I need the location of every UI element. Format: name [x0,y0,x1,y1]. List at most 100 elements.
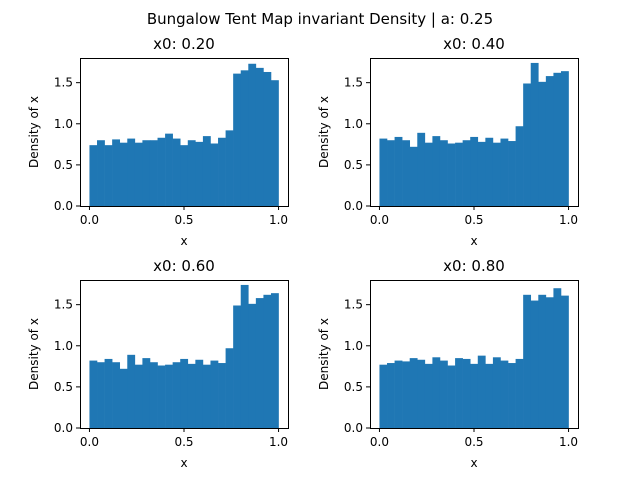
y-tick-label: 1.5 [54,298,73,312]
y-tick-label: 0.0 [54,199,73,213]
histogram-bar [195,359,204,428]
histogram-bar [240,70,249,206]
subplot-title: x0: 0.60 [153,257,215,275]
histogram-bar [508,363,516,428]
histogram-bar [553,288,562,428]
histogram-bar [402,140,411,206]
y-axis-label: Density of x [27,96,41,168]
histogram-bar [225,348,234,428]
histogram-bar [477,355,486,428]
histogram-bar [462,140,471,206]
histogram-bar [218,363,226,428]
x-tick-label: 0.0 [80,435,99,449]
histogram-bar [432,357,441,428]
histogram-bar [225,130,234,206]
histogram-bar [149,140,158,206]
histogram-bars [89,284,279,428]
y-tick-label: 1.0 [344,117,363,131]
histogram-bar [553,72,562,206]
histogram-bar [202,136,211,206]
histogram-bar [157,365,166,428]
histogram-bar [134,142,143,206]
y-axis-label: Density of x [317,96,331,168]
histogram-bar [263,294,272,428]
x-tick-label: 1.0 [559,213,578,227]
histogram-bar [127,354,136,428]
histogram-bar [210,143,219,206]
histogram-bar [210,360,219,428]
histogram-bar [424,363,433,428]
histogram-bar [157,137,166,206]
y-tick-label: 0.0 [344,421,363,435]
histogram-bars [89,63,279,207]
histogram-bar [394,136,403,206]
histogram-bar [492,357,501,428]
histogram-bar [402,361,411,428]
histogram-bar [409,146,418,206]
histogram-bar [515,358,524,428]
histogram-bar [409,358,418,428]
histogram-bar [255,67,264,207]
histogram-bar [432,136,441,206]
histogram-bar [538,294,547,428]
x-tick-label: 0.0 [370,435,389,449]
histogram-bar [104,358,113,428]
subplot-title: x0: 0.80 [443,257,505,275]
x-tick-label: 1.0 [559,435,578,449]
histogram-bar [530,300,539,428]
y-tick-label: 0.5 [54,380,73,394]
x-tick-label: 1.0 [269,435,288,449]
histogram-bar [233,73,242,207]
histogram-bar [165,364,173,428]
histogram-bar [439,360,448,428]
subplot-4: 0.0 0.5 1.0 0.0 0.5 1.0 1.5 x0: 0.80 x Density of… [317,257,579,470]
histogram-bar [485,137,494,206]
histogram-bar [530,62,539,207]
histogram-bar [142,140,151,206]
histogram-bar [165,133,173,206]
y-tick-label: 0.5 [344,380,363,394]
y-tick-label: 1.0 [344,339,363,353]
histogram-bar [379,364,388,428]
y-tick-label: 1.5 [54,76,73,90]
x-tick-label: 0.5 [464,213,483,227]
histogram-bar [119,142,128,206]
histogram-bar [142,358,151,428]
histogram-bar [89,360,98,428]
x-tick-label: 1.0 [269,213,288,227]
y-tick-label: 0.0 [344,199,363,213]
subplot-title: x0: 0.40 [443,35,505,53]
y-tick-label: 0.5 [344,158,363,172]
x-tick-label: 0.5 [174,435,193,449]
histogram-bar [387,363,395,428]
histogram-bar [379,138,388,206]
histogram-bar [248,63,257,207]
histogram-bar [523,83,532,206]
x-axis-label: x [180,456,187,470]
subplot-grid: 0.0 0.5 1.0 0.0 0.5 1.0 1.5 x0: 0.20 x Density of… [27,35,579,470]
histogram-bar [240,284,249,428]
x-tick-label: 0.0 [80,213,99,227]
histogram-bar [97,140,105,206]
x-axis-label: x [180,234,187,248]
histogram-bar [187,363,196,428]
histogram-bar [195,141,204,206]
x-axis-label: x [470,456,477,470]
histogram-bar [523,294,532,428]
y-axis-label: Density of x [317,318,331,390]
histogram-bar [455,142,463,206]
histogram-bar [439,140,448,206]
histogram-bars [379,62,569,207]
histogram-bar [127,138,136,206]
histogram-bars [379,288,569,428]
histogram-bar [218,137,226,206]
histogram-bar [248,303,257,428]
histogram-bar [149,362,158,428]
histogram-bar [424,142,433,206]
histogram-bar [172,362,181,428]
x-tick-label: 0.5 [464,435,483,449]
histogram-bar [447,365,456,428]
y-tick-label: 1.0 [54,339,73,353]
histogram-bar [119,368,128,428]
histogram-bar [545,297,554,428]
